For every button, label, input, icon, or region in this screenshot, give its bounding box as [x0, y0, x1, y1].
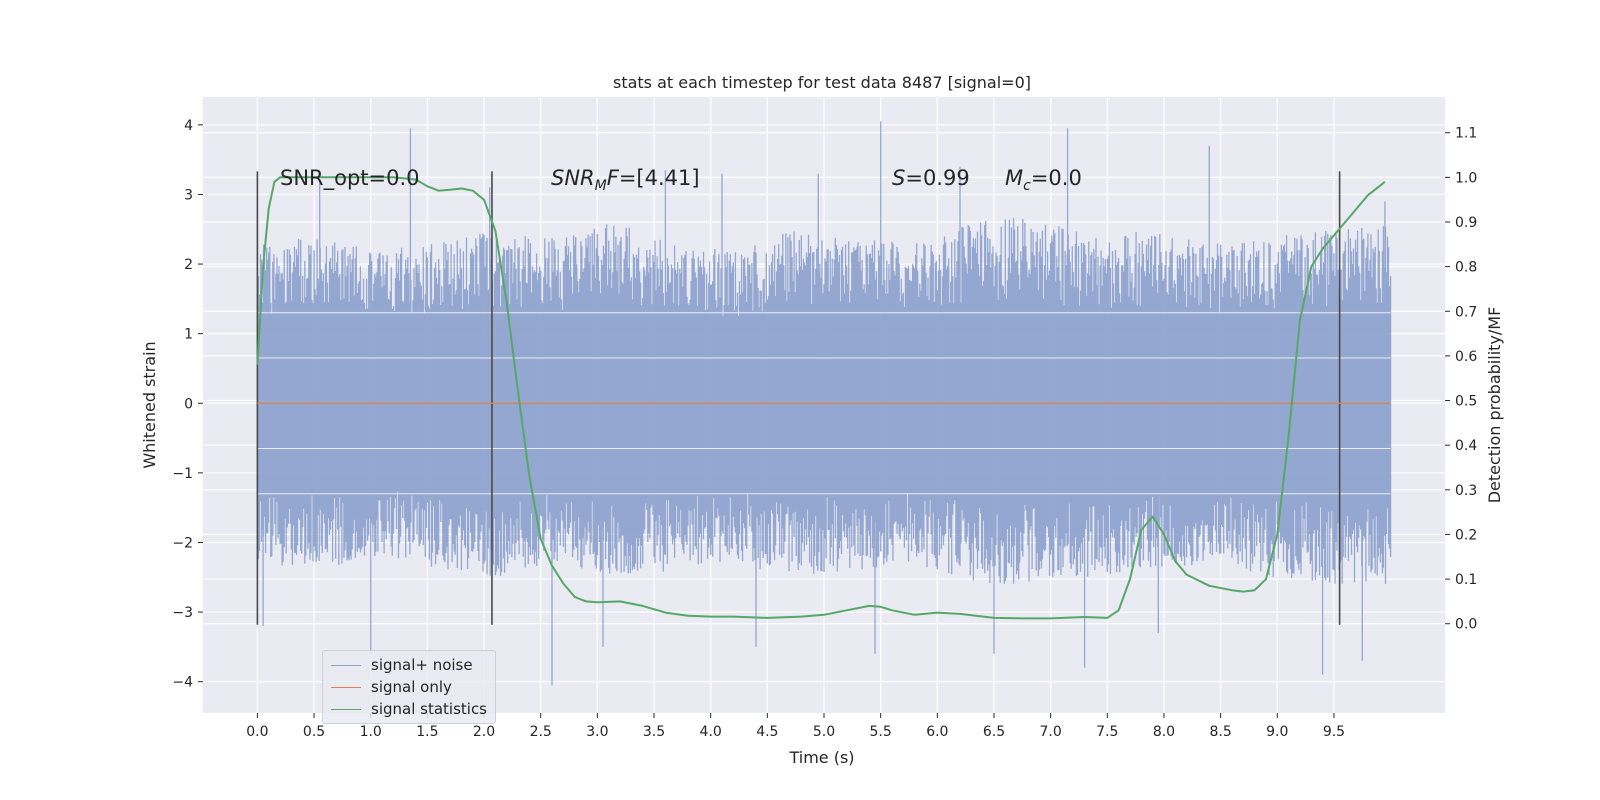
- annotation-s: S=0.99: [892, 166, 970, 190]
- legend-swatch: [331, 664, 361, 666]
- annotation-snr-mf: SNRMF=[4.41]: [551, 166, 700, 194]
- y-left-tick-label: −1: [172, 466, 193, 482]
- x-tick-label: 3.0: [586, 724, 608, 740]
- x-tick-label: 4.0: [700, 724, 722, 740]
- x-tick-label: 9.0: [1266, 724, 1288, 740]
- x-tick-label: 7.5: [1096, 724, 1118, 740]
- y-right-tick-label: 0.8: [1455, 260, 1477, 276]
- x-tick-label: 8.0: [1153, 724, 1175, 740]
- y-right-tick-label: 0.3: [1455, 483, 1477, 499]
- legend-swatch: [331, 686, 361, 688]
- y-left-tick-label: −4: [172, 675, 193, 691]
- y-left-tick-label: 1: [184, 327, 193, 343]
- x-tick-label: 2.0: [473, 724, 495, 740]
- y-left-tick-label: 3: [184, 187, 193, 203]
- legend-swatch: [331, 708, 361, 710]
- x-tick-label: 1.0: [360, 724, 382, 740]
- x-tick-label: 0.0: [246, 724, 268, 740]
- y-right-tick-label: 0.1: [1455, 572, 1477, 588]
- x-tick-label: 4.5: [756, 724, 778, 740]
- y-right-tick-label: 0.0: [1455, 617, 1477, 633]
- signal-statistics-trace: [256, 176, 1386, 620]
- x-tick-label: 8.5: [1209, 724, 1231, 740]
- x-tick-label: 6.5: [983, 724, 1005, 740]
- y-right-tick-label: 0.6: [1455, 349, 1477, 365]
- left-axis-label: Whitened strain: [140, 341, 159, 468]
- y-left-tick-label: −3: [172, 605, 193, 621]
- y-right-tick-label: 0.5: [1455, 394, 1477, 410]
- x-axis-ticks: 0.0 0.5 1.0 1.5 2.0 2.5 3.0 3.5 4.0 4.5 5.0 5.5 6.0 6…: [246, 713, 1345, 740]
- chart-title: stats at each timestep for test data 848…: [613, 73, 1031, 92]
- legend-label: signal only: [371, 678, 452, 696]
- x-tick-label: 2.5: [530, 724, 552, 740]
- window-markers: [256, 171, 1341, 625]
- x-tick-label: 6.0: [926, 724, 948, 740]
- legend-item-signal-only: signal only: [331, 677, 452, 697]
- legend-label: signal statistics: [371, 700, 488, 718]
- right-axis-label: Detection probability/MF: [1485, 307, 1504, 504]
- x-tick-label: 9.5: [1323, 724, 1345, 740]
- right-axis-ticks: 0.0 0.1 0.2 0.3 0.4 0.5 0.6 0.7 0.8 0.9 1.0 1.1: [1445, 126, 1477, 633]
- legend-item-signal-noise: signal+ noise: [331, 655, 473, 675]
- x-tick-label: 0.5: [303, 724, 325, 740]
- legend-item-signal-statistics: signal statistics: [331, 699, 487, 719]
- y-left-tick-label: −2: [172, 535, 193, 551]
- y-right-tick-label: 0.9: [1455, 215, 1477, 231]
- y-left-tick-label: 2: [184, 257, 193, 273]
- y-right-tick-label: 0.4: [1455, 438, 1477, 454]
- legend: signal+ noise signal only signal statist…: [322, 650, 496, 724]
- y-right-tick-label: 0.7: [1455, 304, 1477, 320]
- annotation-snr-opt: SNR_opt=0.0: [280, 166, 420, 191]
- annotation-mc: Mc=0.0: [1005, 166, 1082, 194]
- signal-statistics-series: [256, 176, 1386, 620]
- y-left-tick-label: 0: [184, 396, 193, 412]
- x-axis-label: Time (s): [788, 748, 854, 767]
- x-tick-label: 5.0: [813, 724, 835, 740]
- x-tick-label: 7.0: [1040, 724, 1062, 740]
- x-tick-label: 5.5: [870, 724, 892, 740]
- x-tick-label: 1.5: [416, 724, 438, 740]
- y-right-tick-label: 1.0: [1455, 170, 1477, 186]
- y-right-tick-label: 0.2: [1455, 527, 1477, 543]
- left-axis-ticks: −4 −3 −2 −1 0 1 2 3 4: [172, 118, 203, 691]
- x-tick-label: 3.5: [643, 724, 665, 740]
- y-left-tick-label: 4: [184, 118, 193, 134]
- legend-label: signal+ noise: [371, 656, 473, 674]
- y-right-tick-label: 1.1: [1455, 126, 1477, 142]
